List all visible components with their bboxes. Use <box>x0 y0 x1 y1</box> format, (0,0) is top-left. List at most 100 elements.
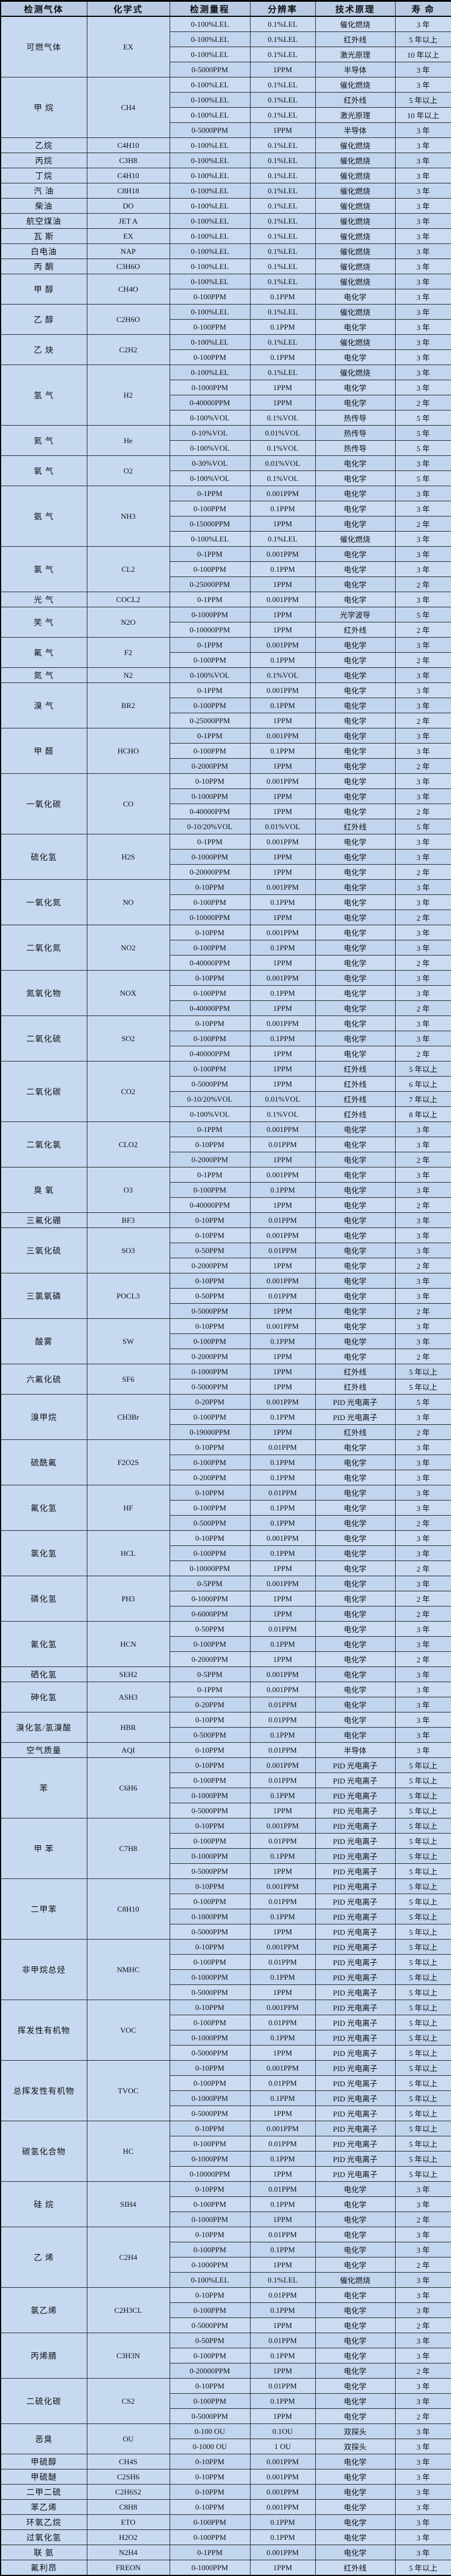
chemical-formula-cell: C3H6O <box>86 259 170 274</box>
resolution-cell: 1PPM <box>249 2211 316 2227</box>
detection-range-cell: 0-100PPM <box>169 1455 251 1470</box>
detection-range-cell: 0-10PPM <box>169 2227 251 2242</box>
table-row: 氟 气 F2 0-1PPM 0.001PPM 电化学 3 年 <box>0 637 451 668</box>
table-row: 0-100PPM 0.1PPM 电化学 3 年 <box>1 319 451 335</box>
detection-range-cell: 0-1PPM <box>169 834 251 850</box>
principle-cell: 电化学 <box>315 1273 396 1289</box>
lifespan-cell: 3 年 <box>394 773 451 789</box>
detection-range-cell: 0-5000PPM <box>169 2106 251 2121</box>
resolution-cell: 0.1PPM <box>249 2242 316 2257</box>
resolution-cell: 1PPM <box>249 2257 316 2273</box>
detection-range-cell: 0-25000PPM <box>169 713 251 728</box>
chemical-formula-cell: C3H8 <box>86 153 170 168</box>
detection-range-cell: 0-40000PPM <box>169 395 251 411</box>
detection-range-cell: 0-100%LEL <box>169 2272 251 2288</box>
resolution-cell: 0.01PPM <box>249 1772 316 1788</box>
detection-range-cell: 0-40000PPM <box>169 1046 251 1061</box>
principle-cell: 电化学 <box>315 2499 396 2515</box>
detection-range-cell: 0-100%LEL <box>169 531 251 547</box>
principle-cell: 电化学 <box>315 501 396 516</box>
detection-range-cell: 0-100%LEL <box>169 243 251 259</box>
table-row: 酸雾 SW 0-10PPM 0.001PPM 电化学 3 年 <box>0 1318 451 1364</box>
chemical-formula-cell: C4H10 <box>86 137 170 153</box>
resolution-cell: 0.001PPM <box>249 1818 316 1834</box>
lifespan-cell: 3 年 <box>394 1121 451 1137</box>
chemical-formula-cell: N2O <box>86 607 170 638</box>
detection-range-cell: 0-1000PPM <box>169 2090 251 2106</box>
lifespan-cell: 3 年 <box>394 304 451 320</box>
gas-name-cell: 甲 醇 <box>0 274 87 305</box>
gas-name-cell: 甲硫醇 <box>0 2454 87 2469</box>
table-row: 0-100PPM 0.1PPM 电化学 3 年 <box>1 561 451 577</box>
table-row: 0-1000PPM 1PPM 电化学 2 年 <box>1 2257 451 2273</box>
table-row: 氯化氢 HCL 0-10PPM 0.001PPM 电化学 3 年 <box>0 1530 451 1576</box>
detection-range-cell: 0-100PPM <box>169 289 251 305</box>
lifespan-cell: 2 年 <box>394 1303 451 1319</box>
principle-cell: 电化学 <box>315 2348 396 2363</box>
lifespan-cell: 3 年 <box>394 2348 451 2363</box>
lifespan-cell: 2 年 <box>394 910 451 925</box>
detection-range-cell: 0-5000PPM <box>169 1303 251 1319</box>
resolution-cell: 0.1PPM <box>249 2302 316 2318</box>
resolution-cell: 0.1PPM <box>249 2090 316 2106</box>
principle-cell: PID 光电离子 <box>315 1772 396 1788</box>
lifespan-cell: 5 年以上 <box>394 1379 451 1395</box>
chemical-formula-cell: VOC <box>86 2000 170 2061</box>
principle-cell: 电化学 <box>315 652 396 668</box>
principle-cell: PID 光电离子 <box>315 1788 396 1803</box>
table-row: 挥发性有机物 VOC 0-10PPM 0.001PPM PID 光电离子 5 年以上 <box>0 2000 451 2061</box>
resolution-cell: 1PPM <box>249 1364 316 1379</box>
lifespan-cell: 3 年 <box>394 501 451 516</box>
table-row: 0-100PPM 0.1PPM 电化学 3 年 <box>1 1455 451 1470</box>
table-row: 碳氢化合物 HC 0-10PPM 0.001PPM PID 光电离子 5 年以上 <box>0 2121 451 2182</box>
principle-cell: 红外线 <box>315 31 396 47</box>
principle-cell: 电化学 <box>315 2257 396 2273</box>
lifespan-cell: 3 年 <box>394 1682 451 1697</box>
table-row: 0-20PPM 0.01PPM 电化学 3 年 <box>1 1697 451 1712</box>
lifespan-cell: 3 年 <box>394 228 451 244</box>
resolution-cell: 0.001PPM <box>249 1682 316 1697</box>
gas-name-cell: 白电油 <box>0 243 87 259</box>
detection-range-cell: 0-10PPM <box>169 1485 251 1501</box>
principle-cell: 电化学 <box>315 1015 396 1031</box>
lifespan-cell: 5 年以上 <box>394 1364 451 1379</box>
lifespan-cell: 5 年以上 <box>394 1969 451 1985</box>
table-row: 可燃气体 EX 0-100%LEL 0.1%LEL 催化燃烧 3 年 <box>0 16 451 77</box>
detection-range-cell: 0-5000PPM <box>169 2045 251 2061</box>
resolution-cell: 0.001PPM <box>249 879 316 895</box>
table-row: 0-5000PPM 1PPM PID 光电离子 5 年以上 <box>1 2106 451 2121</box>
principle-cell: 激光原理 <box>315 107 396 123</box>
chemical-formula-cell: EX <box>86 16 170 77</box>
gas-name-cell: 笑 气 <box>0 607 87 638</box>
principle-cell: 电化学 <box>315 2181 396 2197</box>
resolution-cell: 0.001PPM <box>249 1757 316 1773</box>
table-row: 0-1000PPM 0.1PPM PID 光电离子 5 年以上 <box>1 1909 451 1924</box>
lifespan-cell: 5 年以上 <box>394 2136 451 2152</box>
resolution-cell: 1PPM <box>249 1349 316 1364</box>
detection-range-cell: 0-1PPM <box>169 2545 251 2560</box>
table-row: 丁烷 C4H10 0-100%LEL 0.1%LEL 催化燃烧 3 年 <box>0 168 451 183</box>
principle-cell: 电化学 <box>315 2529 396 2545</box>
chemical-formula-cell: SF6 <box>86 1364 170 1395</box>
detection-range-cell: 0-100%LEL <box>169 16 251 32</box>
detection-range-cell: 0-10PPM <box>169 1212 251 1228</box>
table-row: 三氟化硼 BF3 0-10PPM 0.01PPM 电化学 3 年 <box>0 1212 451 1228</box>
lifespan-cell: 5 年以上 <box>394 1788 451 1803</box>
detection-range-cell: 0-100%LEL <box>169 259 251 274</box>
principle-cell: PID 光电离子 <box>315 1894 396 1909</box>
table-row: 0-100PPM 0.1PPM 电化学 3 年 <box>1 1182 451 1198</box>
gas-name-cell: 溴甲烷 <box>0 1394 87 1440</box>
table-row: 0-100PPM 0.1PPM 电化学 3 年 <box>1 2242 451 2257</box>
lifespan-cell: 3 年 <box>394 2545 451 2560</box>
chemical-formula-cell: C8H18 <box>86 183 170 199</box>
lifespan-cell: 2 年 <box>394 1515 451 1531</box>
detection-range-cell: 0-100%VOL <box>169 1106 251 1122</box>
lifespan-cell: 5 年以上 <box>394 1878 451 1894</box>
detection-range-cell: 0-1PPM <box>169 1682 251 1697</box>
chemical-formula-cell: JET A <box>86 213 170 229</box>
principle-cell: 电化学 <box>315 849 396 865</box>
table-row: 二硫化碳 CS2 0-10PPM 0.01PPM 电化学 3 年 <box>0 2378 451 2424</box>
principle-cell: 激光原理 <box>315 47 396 62</box>
principle-cell: PID 光电离子 <box>315 1984 396 2000</box>
detection-range-cell: 0-100PPM <box>169 1545 251 1561</box>
